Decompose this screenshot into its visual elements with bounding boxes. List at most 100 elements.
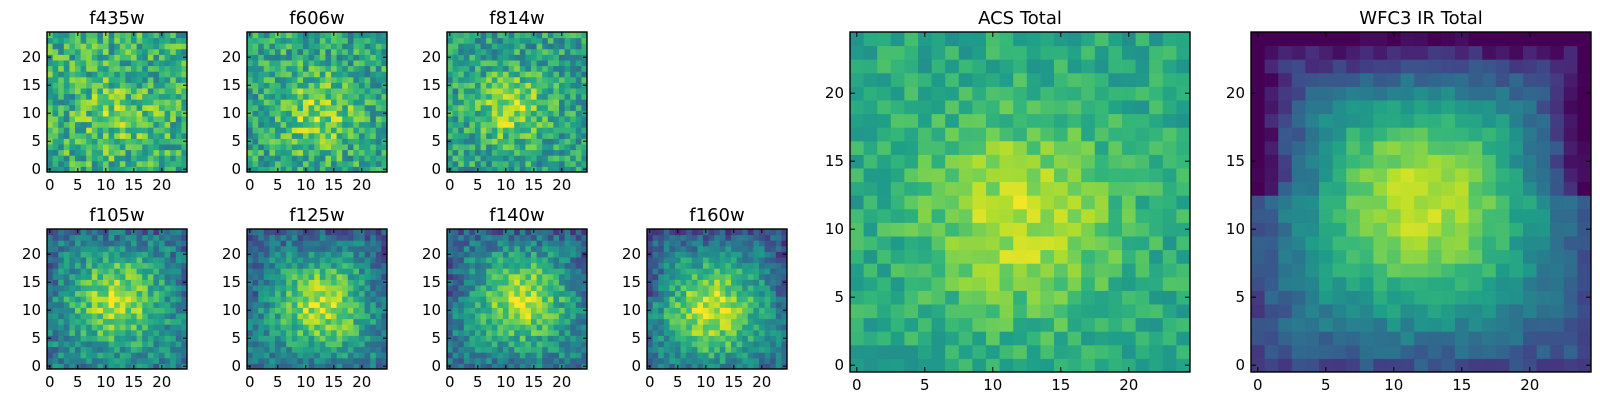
- heatmap-cell: [131, 341, 138, 348]
- heatmap-cell: [972, 195, 987, 210]
- heatmap-cell: [503, 357, 510, 364]
- heatmap-cell: [999, 290, 1014, 305]
- heatmap-cell: [497, 341, 504, 348]
- heatmap-cell: [536, 240, 543, 247]
- heatmap-cell: [770, 296, 777, 303]
- heatmap-cell: [547, 132, 554, 139]
- heatmap-cell: [136, 166, 143, 173]
- heatmap-cell: [147, 352, 154, 359]
- heatmap-cell: [747, 234, 754, 241]
- heatmap-cell: [570, 234, 577, 241]
- heatmap-cell: [463, 363, 470, 370]
- heatmap-cell: [314, 88, 321, 95]
- heatmap-cell: [480, 144, 487, 151]
- heatmap-cell: [452, 121, 459, 128]
- heatmap-cell: [252, 324, 259, 331]
- heatmap-cell: [303, 160, 310, 167]
- heatmap-cell: [503, 54, 510, 61]
- heatmap-cell: [458, 240, 465, 247]
- panel-title: f105w: [89, 205, 144, 226]
- heatmap-cell: [669, 273, 676, 280]
- heatmap-cell: [252, 37, 259, 44]
- heatmap-cell: [247, 318, 254, 325]
- heatmap-cell: [725, 357, 732, 364]
- heatmap-cell: [575, 71, 582, 78]
- heatmap-cell: [531, 110, 538, 117]
- heatmap-cell: [319, 166, 326, 173]
- heatmap-cell: [331, 335, 338, 342]
- heatmap-cell: [170, 138, 177, 145]
- heatmap-cell: [69, 245, 76, 252]
- heatmap-cell: [503, 121, 510, 128]
- heatmap-cell: [480, 245, 487, 252]
- heatmap-cell: [503, 251, 510, 258]
- heatmap-cell: [52, 155, 59, 162]
- heatmap-cell: [336, 127, 343, 134]
- heatmap-cell: [647, 262, 654, 269]
- heatmap-cell: [319, 240, 326, 247]
- heatmap-cell: [308, 48, 315, 55]
- heatmap-cell: [269, 352, 276, 359]
- heatmap-cell: [275, 93, 282, 100]
- heatmap-cell: [714, 301, 721, 308]
- heatmap-cell: [675, 279, 682, 286]
- heatmap-cell: [497, 149, 504, 156]
- heatmap-cell: [1094, 304, 1109, 319]
- heatmap-cell: [480, 335, 487, 342]
- heatmap-cell: [381, 93, 388, 100]
- heatmap-cell: [742, 307, 749, 314]
- heatmap-cell: [131, 346, 138, 353]
- heatmap-cell: [697, 279, 704, 286]
- heatmap-cell: [475, 93, 482, 100]
- heatmap-cell: [575, 54, 582, 61]
- heatmap-cell: [469, 149, 476, 156]
- heatmap-cell: [308, 357, 315, 364]
- heatmap-cell: [1108, 195, 1123, 210]
- heatmap-cell: [175, 149, 182, 156]
- heatmap-cell: [575, 329, 582, 336]
- heatmap-cell: [663, 363, 670, 370]
- heatmap-cell: [503, 262, 510, 269]
- heatmap-cell: [69, 54, 76, 61]
- heatmap-cell: [342, 279, 349, 286]
- heatmap-cell: [252, 138, 259, 145]
- heatmap-cell: [252, 357, 259, 364]
- heatmap-cell: [269, 60, 276, 67]
- heatmap-cell: [475, 160, 482, 167]
- heatmap-cell: [331, 149, 338, 156]
- heatmap-cell: [58, 60, 65, 67]
- heatmap-cell: [480, 329, 487, 336]
- heatmap-cell: [175, 273, 182, 280]
- heatmap-cell: [647, 257, 654, 264]
- heatmap-cell: [359, 93, 366, 100]
- heatmap-cell: [336, 121, 343, 128]
- heatmap-cell: [342, 76, 349, 83]
- heatmap-cell: [514, 268, 521, 275]
- heatmap-cell: [91, 313, 98, 320]
- heatmap-cell: [536, 104, 543, 111]
- heatmap-cell: [153, 285, 160, 292]
- heatmap-cell: [719, 279, 726, 286]
- heatmap-cell: [999, 195, 1014, 210]
- heatmap-cell: [508, 65, 515, 72]
- heatmap-cell: [708, 346, 715, 353]
- heatmap-cell: [336, 155, 343, 162]
- heatmap-cell: [52, 88, 59, 95]
- heatmap-cell: [286, 127, 293, 134]
- heatmap-cells: [850, 32, 1191, 373]
- heatmap-cell: [570, 160, 577, 167]
- heatmap-cell: [1149, 344, 1164, 359]
- heatmap-cell: [303, 313, 310, 320]
- heatmap-cell: [375, 313, 382, 320]
- heatmap-cell: [680, 329, 687, 336]
- heatmap-cell: [747, 363, 754, 370]
- heatmap-cell: [347, 296, 354, 303]
- heatmap-cell: [91, 110, 98, 117]
- heatmap-cell: [850, 208, 865, 223]
- heatmap-cell: [153, 296, 160, 303]
- heatmap-cell: [525, 121, 532, 128]
- heatmap-cell: [91, 240, 98, 247]
- heatmap-cell: [359, 285, 366, 292]
- heatmap-cell: [570, 149, 577, 156]
- heatmap-cell: [63, 88, 70, 95]
